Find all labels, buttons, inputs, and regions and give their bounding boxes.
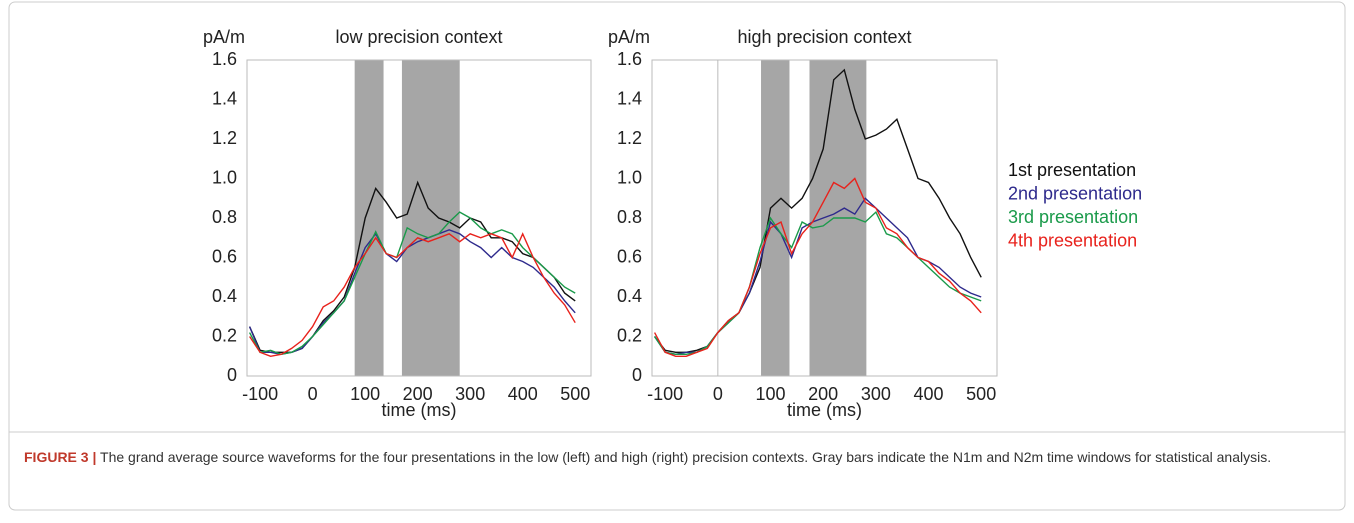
waveform — [248, 211, 576, 356]
waveform — [248, 229, 576, 356]
chart-title: high precision context — [737, 27, 911, 47]
x-tick-label: 100 — [350, 384, 380, 404]
x-tick-label: 0 — [713, 384, 723, 404]
y-tick-label: 0.2 — [212, 325, 237, 345]
legend-entry: 4th presentation — [1008, 230, 1137, 250]
y-tick-label: 1.4 — [617, 88, 642, 108]
x-tick-label: 200 — [403, 384, 433, 404]
x-tick-label: 400 — [508, 384, 538, 404]
x-tick-label: 200 — [808, 384, 838, 404]
time-window — [761, 60, 790, 376]
x-tick-label: 0 — [308, 384, 318, 404]
chart-title: low precision context — [335, 27, 502, 47]
x-tick-label: -100 — [242, 384, 278, 404]
legend-entry: 3rd presentation — [1008, 207, 1138, 227]
time-window — [401, 60, 460, 376]
time-window — [354, 60, 384, 376]
y-tick-label: 0.6 — [212, 246, 237, 266]
y-tick-label: 1.4 — [212, 88, 237, 108]
waveform — [653, 177, 982, 357]
y-tick-label: 0.2 — [617, 325, 642, 345]
y-tick-label: 0 — [227, 365, 237, 385]
figure-border — [8, 1, 1346, 511]
y-tick-label: 0.8 — [212, 207, 237, 227]
caption: FIGURE 3 | The grand average source wave… — [24, 446, 1324, 469]
legend-entry: 2nd presentation — [1008, 183, 1142, 203]
x-tick-label: 500 — [966, 384, 996, 404]
x-axis-label: time (ms) — [787, 400, 862, 420]
y-tick-label: 1.6 — [212, 49, 237, 69]
caption-text: The grand average source waveforms for t… — [100, 449, 1272, 465]
y-tick-label: 1.2 — [212, 128, 237, 148]
y-tick-label: 0 — [632, 365, 642, 385]
x-tick-label: 500 — [560, 384, 590, 404]
y-tick-label: 1.2 — [617, 128, 642, 148]
y-axis-label: pA/m — [203, 27, 245, 47]
plot-frame — [246, 59, 592, 377]
y-tick-label: 0.4 — [617, 286, 642, 306]
x-tick-label: 400 — [914, 384, 944, 404]
waveform — [654, 210, 982, 355]
waveform — [249, 232, 576, 358]
y-tick-label: 0.4 — [212, 286, 237, 306]
x-tick-label: -100 — [647, 384, 683, 404]
x-tick-label: 100 — [755, 384, 785, 404]
legend-entry: 1st presentation — [1008, 160, 1136, 180]
plot-frame — [651, 59, 998, 377]
y-tick-label: 1.6 — [617, 49, 642, 69]
y-tick-label: 1.0 — [617, 167, 642, 187]
caption-label: FIGURE 3 | — [24, 449, 97, 465]
x-tick-label: 300 — [861, 384, 891, 404]
x-axis-label: time (ms) — [382, 400, 457, 420]
y-tick-label: 0.8 — [617, 207, 642, 227]
y-axis-label: pA/m — [608, 27, 650, 47]
y-tick-label: 1.0 — [212, 167, 237, 187]
y-tick-label: 0.6 — [617, 246, 642, 266]
x-tick-label: 300 — [455, 384, 485, 404]
